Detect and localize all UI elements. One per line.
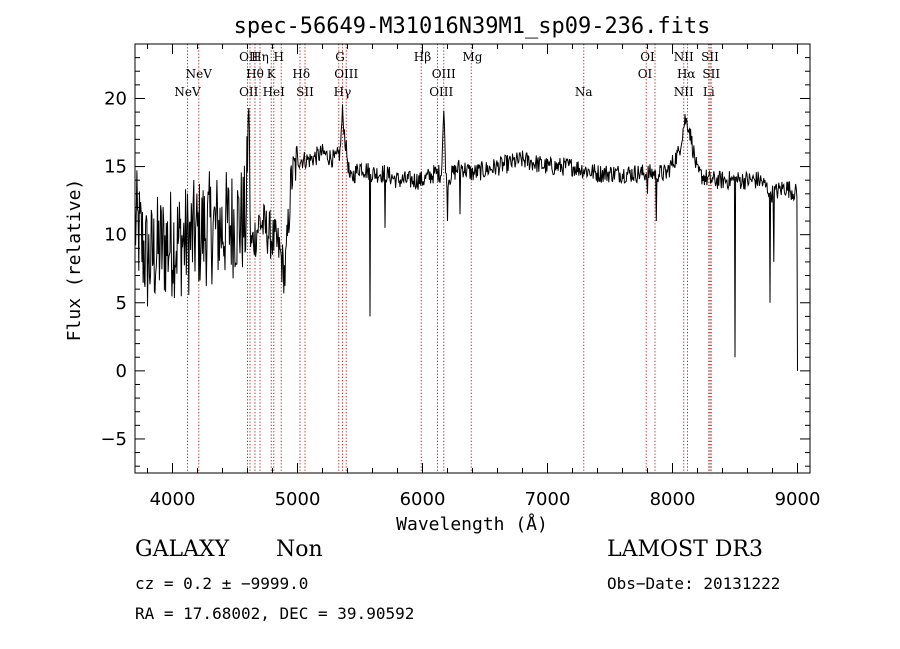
emission-line-label: Hγ — [334, 85, 352, 99]
survey-name: LAMOST DR3 — [607, 537, 763, 562]
emission-line-label: Hδ — [292, 67, 310, 81]
y-tick-label: 10 — [104, 225, 127, 246]
emission-line-label: Na — [575, 85, 593, 99]
x-axis-label: Wavelength (Å) — [396, 513, 548, 535]
emission-line-label: Li — [703, 85, 715, 99]
chart-title: spec-56649-M31016N39M1_sp09-236.fits — [234, 14, 711, 39]
x-tick-label: 9000 — [775, 489, 821, 510]
emission-line-label: Hα — [677, 67, 696, 81]
x-tick-label: 4000 — [150, 489, 196, 510]
spectrum-line — [134, 104, 798, 371]
emission-line-label: Mg — [463, 50, 483, 64]
emission-line-label: NeV — [186, 67, 213, 81]
emission-line-label: Hη — [251, 50, 269, 64]
x-tick-label: 8000 — [650, 489, 696, 510]
emission-line-label: OIII — [432, 67, 456, 81]
y-tick-label: 5 — [116, 293, 127, 314]
y-axis-label: Flux (relative) — [64, 179, 85, 342]
spectrum-series — [134, 104, 798, 371]
emission-line-label: OIII — [334, 67, 358, 81]
emission-line-label: SII — [701, 50, 719, 64]
emission-line-label: Hθ — [246, 67, 264, 81]
object-type: GALAXY — [135, 537, 230, 562]
y-tick-label: 0 — [116, 361, 127, 382]
emission-line-label: NeV — [174, 85, 201, 99]
emission-line-label: SII — [296, 85, 314, 99]
emission-line-label: K — [267, 67, 277, 81]
object-subclass: Non — [276, 537, 323, 562]
emission-line-label: SII — [702, 67, 720, 81]
emission-line-label: HeI — [263, 85, 286, 99]
x-tick-label: 7000 — [525, 489, 571, 510]
obs-date: Obs−Date: 20131222 — [607, 574, 781, 593]
emission-line-label: OI — [640, 50, 655, 64]
y-tick-label: 15 — [104, 157, 127, 178]
axis-ticks: 4000 5000 6000 7000 8000 9000 −5 0 5 10 15 20 — [100, 44, 820, 510]
emission-line-label: OII — [239, 50, 259, 64]
redshift-cz: cz = 0.2 ± −9999.0 — [135, 574, 309, 593]
ra-dec: RA = 17.68002, DEC = 39.90592 — [135, 604, 415, 623]
x-tick-label: 5000 — [275, 489, 321, 510]
emission-line-markers — [187, 44, 712, 473]
emission-line-label: G — [335, 50, 345, 64]
emission-line-label: H — [274, 50, 284, 64]
y-tick-label: −5 — [100, 429, 127, 450]
emission-line-label: OI — [638, 67, 653, 81]
x-tick-label: 6000 — [400, 489, 446, 510]
y-tick-label: 20 — [104, 88, 127, 109]
emission-line-label: NII — [674, 50, 694, 64]
emission-line-label: OIII — [429, 85, 453, 99]
emission-line-label: NII — [674, 85, 694, 99]
emission-line-label: Hβ — [414, 50, 431, 64]
emission-line-label: OII — [239, 85, 259, 99]
